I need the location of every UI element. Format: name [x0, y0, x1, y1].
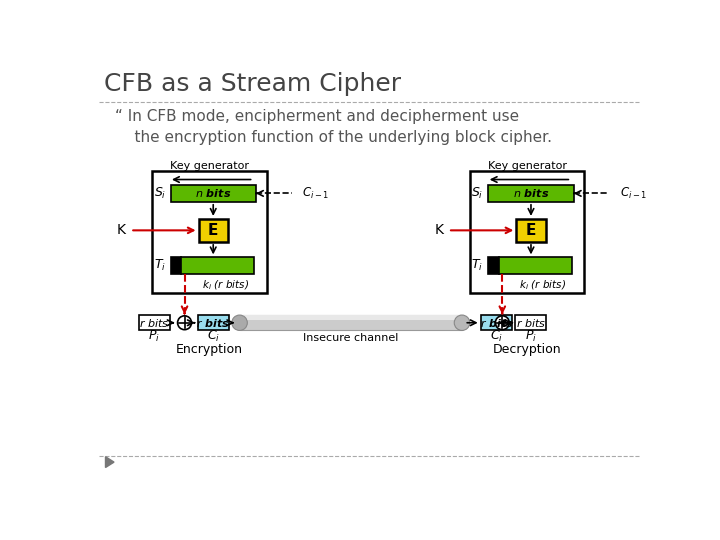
Text: “ In CFB mode, encipherment and decipherment use
    the encryption function of : “ In CFB mode, encipherment and decipher… — [114, 110, 552, 145]
Bar — [199, 219, 228, 242]
Bar — [488, 257, 499, 274]
Bar — [139, 315, 170, 330]
Text: $S_i$: $S_i$ — [153, 186, 166, 201]
Bar — [516, 315, 546, 330]
Ellipse shape — [454, 315, 469, 330]
Bar — [469, 171, 585, 293]
Bar — [482, 315, 513, 330]
Bar — [240, 315, 462, 330]
Text: $S_i$: $S_i$ — [472, 186, 484, 201]
Text: $C_i$: $C_i$ — [490, 329, 503, 344]
Text: $r$ bits: $r$ bits — [516, 317, 546, 329]
Text: $P_i$: $P_i$ — [525, 329, 537, 344]
Text: $C_{i-1}$: $C_{i-1}$ — [620, 186, 647, 201]
Text: $C_{i-1}$: $C_{i-1}$ — [302, 186, 330, 201]
Circle shape — [495, 316, 509, 330]
Text: $P_i$: $P_i$ — [148, 329, 161, 344]
Text: $T_i$: $T_i$ — [472, 258, 484, 273]
Text: E: E — [526, 223, 536, 238]
Bar — [171, 257, 181, 274]
Text: $C_i$: $C_i$ — [207, 329, 220, 344]
Text: Insecure channel: Insecure channel — [303, 333, 398, 343]
Text: $r$ bits: $r$ bits — [197, 317, 230, 329]
Text: $n$ bits: $n$ bits — [513, 187, 549, 199]
Text: Key generator: Key generator — [487, 161, 567, 171]
Text: $r$ bits: $r$ bits — [480, 317, 514, 329]
Bar — [181, 257, 254, 274]
Bar — [171, 185, 256, 202]
Text: Encryption: Encryption — [176, 343, 243, 356]
Text: Key generator: Key generator — [170, 161, 249, 171]
Circle shape — [178, 316, 192, 330]
Text: Decryption: Decryption — [492, 343, 562, 356]
Text: $n$ bits: $n$ bits — [195, 187, 231, 199]
Text: $k_i$ ($r$ bits): $k_i$ ($r$ bits) — [519, 278, 567, 292]
Text: CFB as a Stream Cipher: CFB as a Stream Cipher — [104, 72, 401, 97]
Text: K: K — [117, 224, 126, 238]
Text: $r$ bits: $r$ bits — [139, 317, 169, 329]
Ellipse shape — [232, 315, 248, 330]
Bar — [516, 219, 546, 242]
Text: E: E — [208, 223, 218, 238]
Bar — [240, 315, 462, 320]
Bar — [152, 171, 266, 293]
Text: $k_i$ ($r$ bits): $k_i$ ($r$ bits) — [202, 278, 249, 292]
Bar — [499, 257, 572, 274]
Text: $T_i$: $T_i$ — [154, 258, 166, 273]
Bar — [198, 315, 229, 330]
Polygon shape — [106, 457, 114, 468]
Bar — [488, 185, 574, 202]
Text: K: K — [434, 224, 444, 238]
